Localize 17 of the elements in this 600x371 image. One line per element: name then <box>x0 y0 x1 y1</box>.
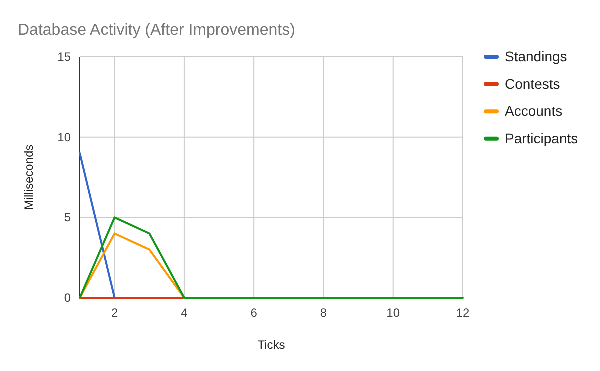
x-tick-label: 6 <box>250 306 258 320</box>
x-tick-label: 12 <box>456 306 470 320</box>
x-tick-label: 4 <box>181 306 188 320</box>
y-tick-label: 10 <box>58 130 72 144</box>
legend-label: Contests <box>505 76 560 92</box>
y-tick-label: 15 <box>58 50 72 64</box>
x-axis-title: Ticks <box>258 338 286 352</box>
x-tick-label: 2 <box>111 306 118 320</box>
legend-label: Participants <box>505 130 578 146</box>
x-tick-label: 8 <box>320 306 328 320</box>
y-tick-label: 5 <box>64 210 72 225</box>
y-axis-title: Milliseconds <box>22 144 36 210</box>
legend-label: Accounts <box>505 103 563 120</box>
y-tick-label: 0 <box>64 291 72 305</box>
x-tick-label: 10 <box>386 306 400 320</box>
chart-title: Database Activity (After Improvements) <box>18 22 296 39</box>
legend-label: Standings <box>505 48 568 64</box>
